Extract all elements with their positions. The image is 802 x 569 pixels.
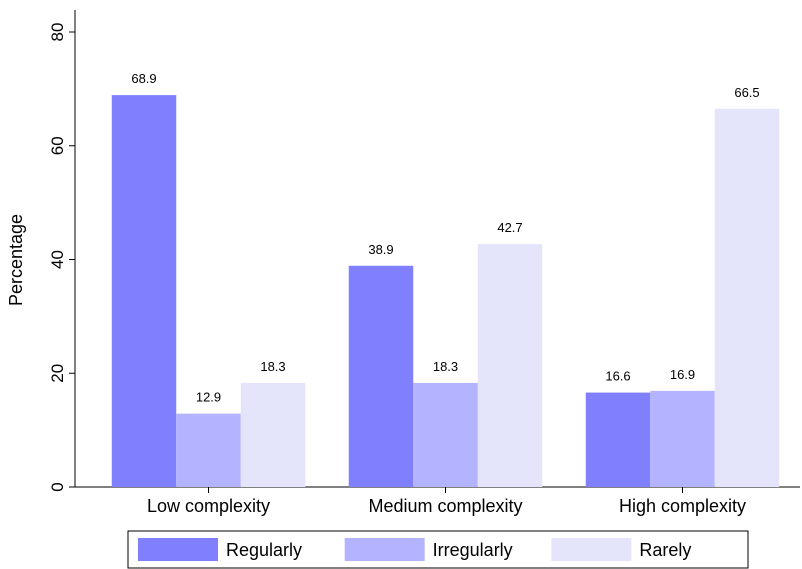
y-axis-title: Percentage	[6, 214, 26, 306]
y-tick-label: 0	[48, 482, 67, 491]
bar	[348, 265, 414, 487]
value-label: 16.6	[605, 369, 630, 384]
bar	[714, 108, 780, 487]
legend-label: Irregularly	[433, 540, 513, 560]
y-tick-label: 60	[48, 136, 67, 155]
y-tick-label: 20	[48, 364, 67, 383]
x-tick-label: Low complexity	[147, 496, 270, 516]
legend-swatch	[344, 538, 425, 561]
x-tick-label: Medium complexity	[368, 496, 522, 516]
value-label: 38.9	[368, 242, 393, 257]
value-label: 16.9	[670, 367, 695, 382]
bar	[176, 413, 241, 487]
bar	[111, 95, 177, 487]
value-label: 42.7	[497, 220, 522, 235]
legend-label: Rarely	[639, 540, 691, 560]
bar	[650, 390, 715, 487]
legend-box	[127, 530, 749, 569]
bar	[477, 244, 543, 487]
legend-swatch	[138, 538, 218, 561]
value-label: 12.9	[196, 390, 221, 405]
bar	[240, 382, 306, 487]
value-label: 68.9	[131, 71, 156, 86]
bar	[585, 392, 651, 487]
legend-swatch	[551, 538, 632, 561]
legend-label: Regularly	[226, 540, 302, 560]
y-tick-label: 80	[48, 23, 67, 42]
value-label: 18.3	[433, 359, 458, 374]
x-tick-label: High complexity	[619, 496, 746, 516]
value-label: 18.3	[260, 359, 285, 374]
value-label: 66.5	[734, 85, 759, 100]
y-tick-label: 40	[48, 250, 67, 269]
bar	[413, 382, 478, 487]
